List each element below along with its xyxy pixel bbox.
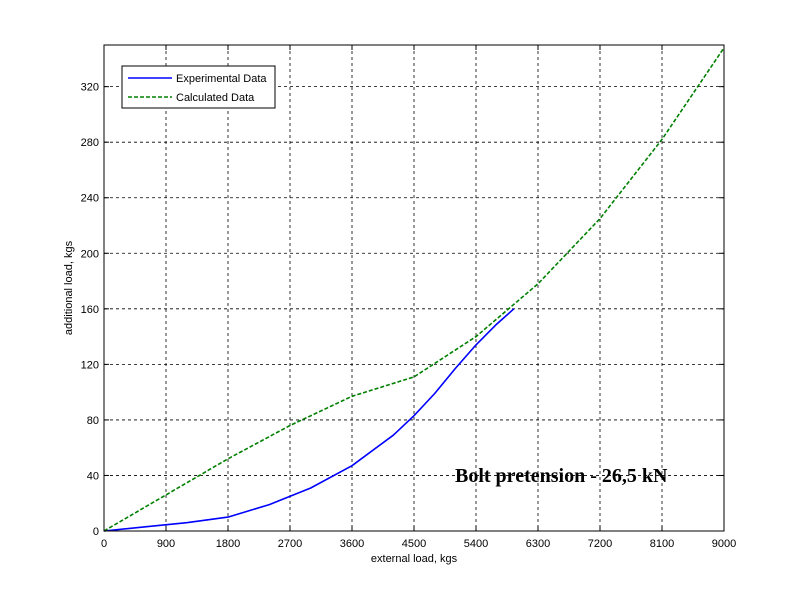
- legend-label-calculated: Calculated Data: [176, 92, 255, 104]
- x-tick-label: 4500: [402, 538, 426, 550]
- y-tick-label: 120: [81, 359, 99, 371]
- x-tick-label: 8100: [650, 538, 674, 550]
- x-tick-label: 0: [101, 538, 107, 550]
- x-tick-label: 5400: [464, 538, 488, 550]
- grid: [104, 45, 724, 531]
- y-tick-label: 0: [93, 526, 99, 538]
- series-layer: [103, 47, 725, 532]
- y-tick-label: 80: [87, 415, 99, 427]
- legend: Experimental Data Calculated Data: [121, 65, 276, 109]
- x-tick-label: 2700: [278, 538, 302, 550]
- y-tick-label: 160: [81, 304, 99, 316]
- y-tick-label: 280: [81, 137, 99, 149]
- y-tick-label: 200: [81, 248, 99, 260]
- y-axis-label: additional load, kgs: [63, 240, 75, 335]
- y-tick-label: 320: [81, 82, 99, 94]
- x-tick-label: 1800: [216, 538, 240, 550]
- y-tick-label: 40: [87, 470, 99, 482]
- series-line-experimental: [103, 308, 515, 532]
- y-tick-label: 240: [81, 193, 99, 205]
- x-axis-label: external load, kgs: [371, 553, 458, 565]
- series-line-calculated: [103, 47, 725, 532]
- x-tick-label: 3600: [340, 538, 364, 550]
- x-tick-label: 9000: [712, 538, 736, 550]
- x-tick-label: 7200: [588, 538, 612, 550]
- annotation-text: Bolt pretension - 26,5 kN: [455, 465, 668, 487]
- x-tick-label: 900: [157, 538, 175, 550]
- ticks: 0 900 1800 2700 3600 4500 5400 6300 7200 8100 9000…: [81, 45, 736, 550]
- legend-box: [121, 65, 276, 109]
- legend-label-experimental: Experimental Data: [176, 73, 267, 85]
- x-tick-label: 6300: [526, 538, 550, 550]
